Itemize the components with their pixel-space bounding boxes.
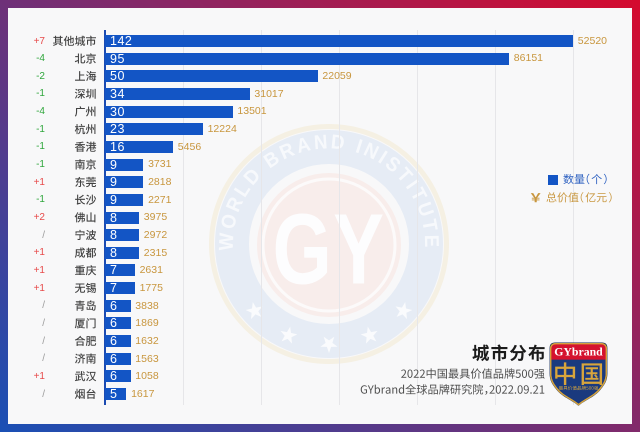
svg-text:GY: GY	[273, 193, 386, 304]
svg-text:GYbrand: GYbrand	[554, 345, 603, 359]
